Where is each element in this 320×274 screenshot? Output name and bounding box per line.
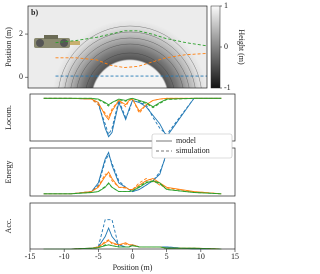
series-line [55,30,208,47]
y-axis-label: Locom. [4,105,13,130]
x-tick-label: 5 [165,252,169,261]
x-axis-label: Position (m) [113,263,153,272]
plot-frame [27,5,208,89]
robot [34,35,80,48]
series-line [43,181,222,195]
plot-frame [29,93,236,142]
colorbar-tick-label: 1 [224,1,228,10]
y-axis-label: Acc. [4,219,13,234]
series-line [43,151,168,195]
x-tick-label: 0 [131,252,135,261]
plot-background [30,94,235,141]
series-line [43,97,222,108]
legend-label: simulation [176,146,210,155]
colorbar-label: Height (m) [237,29,246,65]
colorbar-tick-label: -1 [224,83,231,92]
plot-background [30,203,235,249]
series-line [43,153,168,195]
plot-frame [29,147,236,197]
series-line [43,244,222,250]
x-tick-label: 10 [197,252,205,261]
colorbar-tick-label: 0 [224,42,228,51]
terrain [28,6,207,88]
series-line [55,53,208,68]
series-line [43,180,222,195]
y-tick-label: 2 [19,29,23,38]
series-line [43,97,222,119]
series-line [43,173,222,195]
y-tick-label: 0 [19,72,23,81]
panel-label: b) [31,8,38,17]
series-line [43,97,222,109]
y-axis-label: Energy [4,161,13,184]
plot-frame [29,202,236,250]
legend-box [151,133,233,159]
y-axis-label: Position (m) [4,27,13,67]
x-tick-label: -10 [59,252,70,261]
x-tick-label: 15 [231,252,239,261]
x-tick-label: -5 [95,252,102,261]
colorbar [210,5,221,89]
legend-label: model [176,136,197,145]
x-tick-label: -15 [25,252,36,261]
